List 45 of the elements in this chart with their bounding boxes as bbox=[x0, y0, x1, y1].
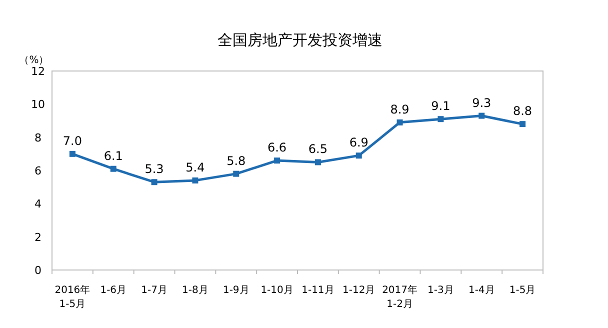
x-tick-label: 1-4月 bbox=[468, 285, 495, 296]
point bbox=[520, 121, 526, 128]
text: 6.1 bbox=[104, 148, 123, 163]
text: 9.1 bbox=[431, 99, 450, 114]
y-tick-label: 12 bbox=[31, 65, 45, 78]
x-tick-label: 2016年 1-5月 bbox=[54, 284, 90, 310]
y-tick-label: 0 bbox=[34, 264, 42, 277]
point bbox=[478, 112, 485, 119]
point bbox=[151, 179, 158, 186]
text: 5.4 bbox=[186, 160, 205, 174]
text: 8.8 bbox=[512, 104, 532, 118]
point bbox=[314, 159, 321, 166]
text: 7.0 bbox=[62, 134, 82, 148]
point bbox=[356, 152, 362, 159]
x-tick-label: 2017年 1-2月 bbox=[382, 284, 418, 310]
y-tick-label: 4 bbox=[34, 198, 42, 211]
x-tick-label: 1-11月 bbox=[302, 285, 334, 296]
text: 6.5 bbox=[308, 142, 328, 156]
point bbox=[233, 170, 240, 177]
x-tick-label: 1-12月 bbox=[342, 285, 376, 296]
x-tick-label: 1-5月 bbox=[509, 285, 536, 296]
x-tick-label: 1-7月 bbox=[141, 285, 168, 296]
x-tick-label: 1-10月 bbox=[260, 285, 294, 296]
y-tick-label: 6 bbox=[34, 164, 42, 178]
text: 9.3 bbox=[472, 96, 492, 110]
x-tick-label: 1-8月 bbox=[182, 285, 208, 296]
x-tick-label: 1-3月 bbox=[428, 285, 454, 296]
chart-title: 全国房地产开发投资增速 bbox=[218, 31, 382, 49]
point bbox=[69, 150, 76, 157]
text: 5.8 bbox=[226, 154, 246, 168]
text: 6.9 bbox=[349, 136, 368, 150]
y-tick-label: 2 bbox=[34, 230, 42, 244]
point bbox=[274, 158, 280, 164]
y-tick-label: 8 bbox=[34, 131, 42, 144]
text: 6.6 bbox=[267, 140, 287, 155]
point bbox=[110, 166, 116, 172]
x-tick-label: 1-6月 bbox=[100, 285, 127, 296]
text: 8.9 bbox=[390, 102, 410, 116]
y-axis-title: （%） bbox=[19, 55, 49, 66]
text: 5.3 bbox=[144, 162, 164, 176]
point bbox=[192, 177, 198, 184]
x-tick-label: 1-9月 bbox=[222, 285, 250, 296]
point bbox=[396, 119, 403, 126]
point bbox=[438, 116, 444, 122]
y-tick-label: 10 bbox=[31, 98, 45, 112]
